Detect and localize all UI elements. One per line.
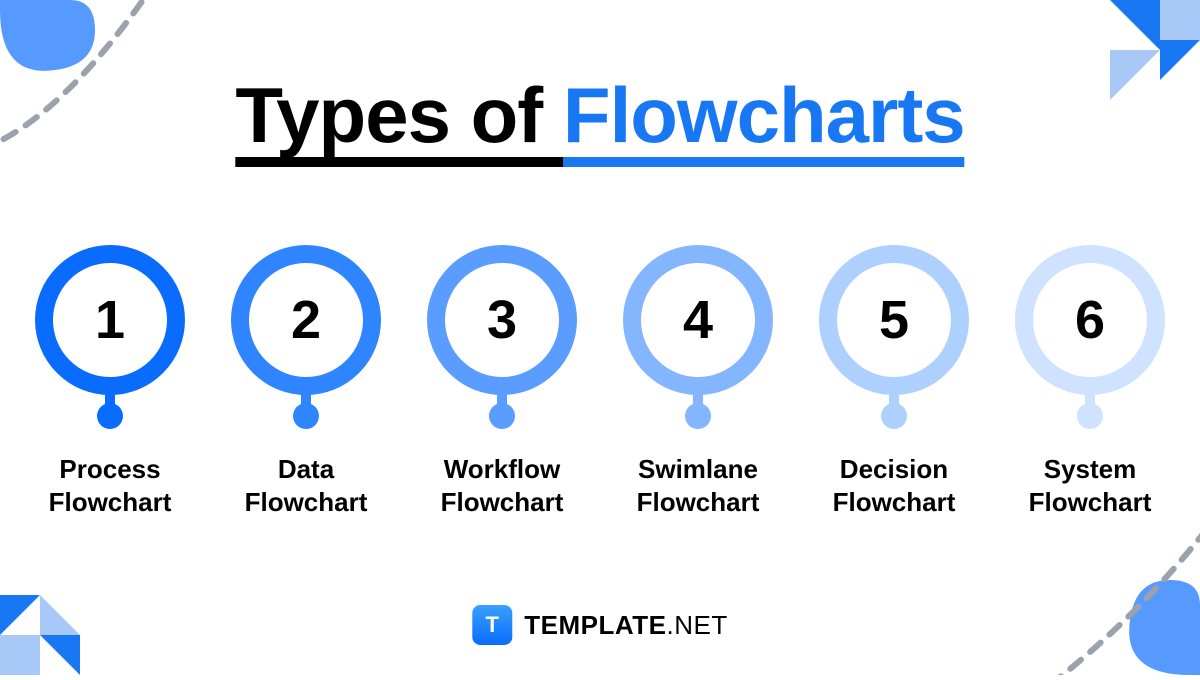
item-label-line1: Swimlane bbox=[637, 453, 760, 486]
item-label: DataFlowchart bbox=[245, 453, 368, 518]
brand-name-thin: .NET bbox=[666, 610, 727, 640]
item-label-line2: Flowchart bbox=[245, 486, 368, 519]
ring-tail-icon bbox=[96, 390, 124, 430]
ring-tail-icon bbox=[684, 390, 712, 430]
corner-decoration-top-right bbox=[1060, 0, 1200, 100]
title-part-1: Types of bbox=[235, 71, 563, 159]
item-label-line1: Workflow bbox=[441, 453, 564, 486]
ring-with-tail: 3 bbox=[427, 245, 577, 425]
number-ring: 3 bbox=[427, 245, 577, 395]
ring-with-tail: 6 bbox=[1015, 245, 1165, 425]
ring-number: 5 bbox=[879, 289, 909, 351]
item-label-line1: System bbox=[1029, 453, 1152, 486]
brand-icon-letter: T bbox=[486, 612, 499, 638]
ring-number: 3 bbox=[487, 289, 517, 351]
flowchart-type-item: 3 WorkflowFlowchart bbox=[426, 245, 578, 518]
flowchart-type-item: 6 SystemFlowchart bbox=[1014, 245, 1166, 518]
ring-number: 6 bbox=[1075, 289, 1105, 351]
ring-with-tail: 4 bbox=[623, 245, 773, 425]
corner-decoration-bottom-left bbox=[0, 575, 140, 675]
corner-decoration-top-left bbox=[0, 0, 160, 160]
number-ring: 1 bbox=[35, 245, 185, 395]
flowchart-type-item: 1 ProcessFlowchart bbox=[34, 245, 186, 518]
brand-text: TEMPLATE.NET bbox=[524, 610, 727, 641]
ring-number: 2 bbox=[291, 289, 321, 351]
title-underline-1 bbox=[235, 157, 563, 167]
flowchart-type-item: 5 DecisionFlowchart bbox=[818, 245, 970, 518]
title-part-2: Flowcharts bbox=[563, 71, 965, 159]
ring-tail-icon bbox=[292, 390, 320, 430]
ring-tail-icon bbox=[1076, 390, 1104, 430]
ring-with-tail: 5 bbox=[819, 245, 969, 425]
item-label: WorkflowFlowchart bbox=[441, 453, 564, 518]
number-ring: 4 bbox=[623, 245, 773, 395]
number-ring: 6 bbox=[1015, 245, 1165, 395]
number-ring: 5 bbox=[819, 245, 969, 395]
flowchart-type-item: 4 SwimlaneFlowchart bbox=[622, 245, 774, 518]
item-label-line2: Flowchart bbox=[833, 486, 956, 519]
ring-number: 1 bbox=[95, 289, 125, 351]
ring-with-tail: 2 bbox=[231, 245, 381, 425]
title-underline-2 bbox=[563, 157, 965, 167]
ring-tail-icon bbox=[880, 390, 908, 430]
item-label-line1: Data bbox=[245, 453, 368, 486]
brand-name-bold: TEMPLATE bbox=[524, 610, 666, 640]
item-label-line2: Flowchart bbox=[441, 486, 564, 519]
item-label-line2: Flowchart bbox=[1029, 486, 1152, 519]
item-label: SystemFlowchart bbox=[1029, 453, 1152, 518]
item-label-line2: Flowchart bbox=[637, 486, 760, 519]
items-row: 1ProcessFlowchart2DataFlowchart3Workflow… bbox=[0, 245, 1200, 518]
brand-footer: T TEMPLATE.NET bbox=[472, 605, 727, 645]
ring-with-tail: 1 bbox=[35, 245, 185, 425]
brand-icon: T bbox=[472, 605, 512, 645]
item-label-line2: Flowchart bbox=[49, 486, 172, 519]
item-label: ProcessFlowchart bbox=[49, 453, 172, 518]
flowchart-type-item: 2 DataFlowchart bbox=[230, 245, 382, 518]
item-label-line1: Process bbox=[49, 453, 172, 486]
ring-number: 4 bbox=[683, 289, 713, 351]
item-label: SwimlaneFlowchart bbox=[637, 453, 760, 518]
item-label-line1: Decision bbox=[833, 453, 956, 486]
page-title: Types of Flowcharts bbox=[235, 70, 964, 161]
item-label: DecisionFlowchart bbox=[833, 453, 956, 518]
corner-decoration-bottom-right bbox=[1040, 515, 1200, 675]
number-ring: 2 bbox=[231, 245, 381, 395]
ring-tail-icon bbox=[488, 390, 516, 430]
